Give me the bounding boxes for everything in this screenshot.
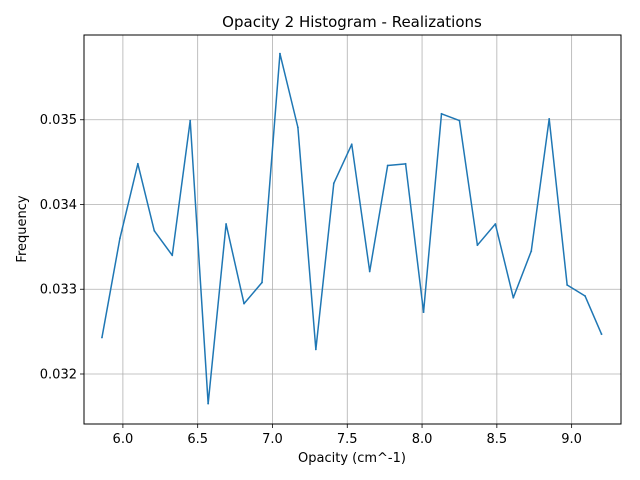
- x-tick-label: 8.5: [487, 432, 508, 447]
- data-point: [243, 302, 245, 305]
- x-axis: 6.0 6.5 7.0 7.5 8.0 8.5 9.0: [113, 424, 582, 447]
- y-tick-label: 0.035: [40, 113, 77, 128]
- x-tick-label: 7.5: [337, 432, 358, 447]
- data-point: [422, 311, 425, 314]
- data-point: [368, 270, 371, 273]
- x-tick-label: 6.5: [187, 432, 208, 447]
- chart-title: Opacity 2 Histogram - Realizations: [222, 13, 482, 31]
- x-axis-label: Opacity (cm^-1): [298, 451, 406, 466]
- y-tick-label: 0.032: [40, 367, 77, 382]
- x-tick-label: 8.0: [412, 432, 433, 447]
- data-point: [153, 229, 156, 232]
- y-tick-label: 0.034: [40, 198, 77, 213]
- data-point: [584, 295, 586, 297]
- data-point: [476, 244, 479, 247]
- data-point: [171, 254, 174, 257]
- data-point: [189, 119, 192, 122]
- data-point: [314, 348, 317, 351]
- data-point: [261, 281, 263, 284]
- data-point: [494, 223, 497, 225]
- y-axis-label: Frequency: [15, 195, 30, 262]
- data-point: [566, 284, 569, 286]
- data-point: [350, 143, 353, 146]
- x-tick-label: 7.0: [262, 432, 283, 447]
- y-tick-label: 0.033: [40, 283, 77, 298]
- series-layer: [101, 52, 603, 405]
- data-point: [440, 112, 443, 115]
- data-point: [119, 237, 121, 240]
- data-point: [136, 162, 139, 165]
- x-tick-label: 9.0: [561, 432, 582, 447]
- data-point: [548, 118, 551, 120]
- data-point: [386, 164, 389, 167]
- data-point: [279, 52, 281, 55]
- data-point: [458, 119, 461, 122]
- data-point: [332, 182, 335, 185]
- data-point: [297, 126, 299, 129]
- data-point: [512, 296, 515, 299]
- y-axis: 0.032 0.033 0.034 0.035: [40, 113, 84, 382]
- data-point: [530, 250, 533, 253]
- data-point: [225, 223, 228, 225]
- data-point: [404, 162, 407, 165]
- data-point: [101, 336, 103, 339]
- plot-frame: [83, 34, 622, 425]
- data-point: [600, 333, 603, 336]
- x-tick-label: 6.0: [113, 432, 134, 447]
- data-point: [207, 402, 210, 405]
